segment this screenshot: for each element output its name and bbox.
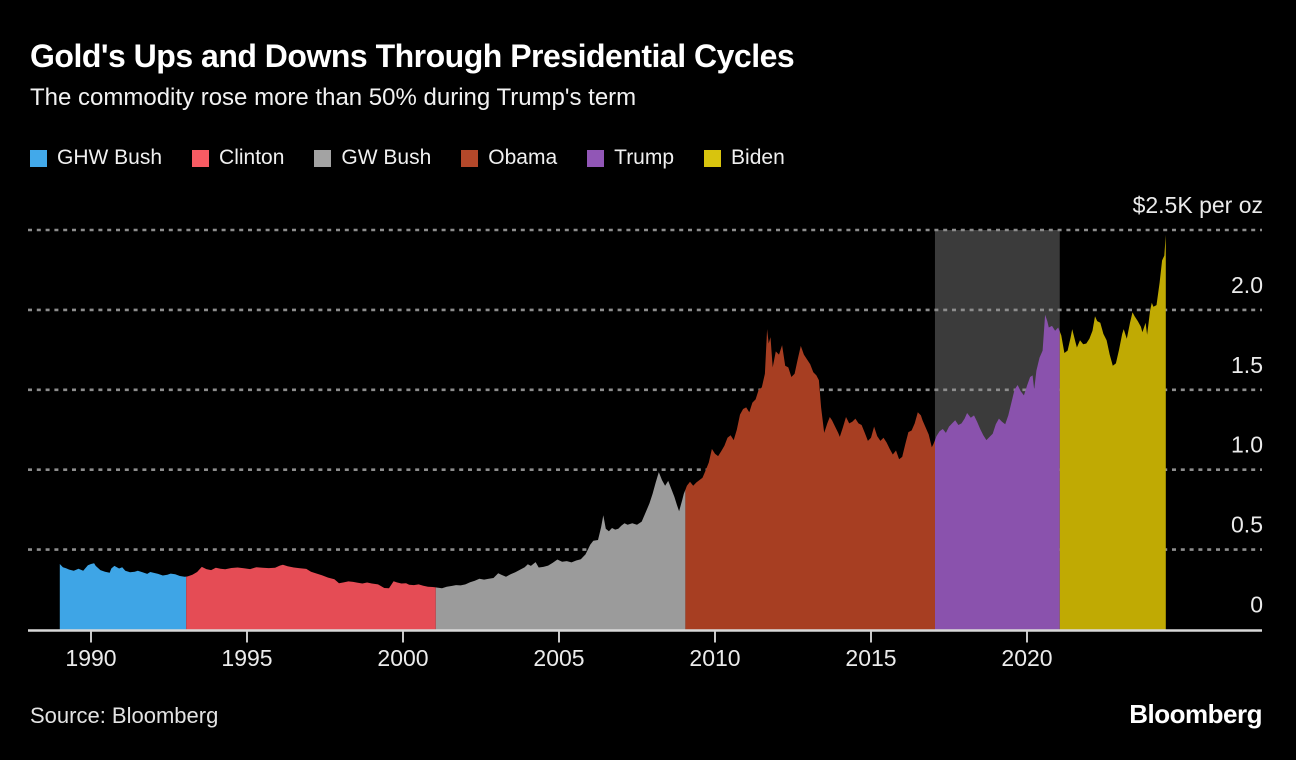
x-axis-label-2015: 2015 xyxy=(845,645,896,671)
area-biden xyxy=(1059,234,1166,630)
legend-item-clinton: Clinton xyxy=(192,146,284,170)
legend-swatch xyxy=(314,149,332,167)
bloomberg-logo: Bloomberg xyxy=(1129,699,1262,729)
legend: GHW Bush Clinton GW Bush Obama Trump Biden xyxy=(30,146,785,170)
legend-label: Biden xyxy=(731,146,785,169)
area-obama xyxy=(685,329,935,630)
legend-swatch xyxy=(461,149,479,167)
y-axis-label-0.5: 0.5 xyxy=(1231,512,1263,538)
legend-swatch xyxy=(587,149,605,167)
x-axis-label-1995: 1995 xyxy=(221,645,272,671)
legend-swatch xyxy=(30,149,47,167)
x-axis-label-1990: 1990 xyxy=(65,645,116,671)
area-ghw-bush xyxy=(59,563,187,630)
y-axis-unit-label: $2.5K per oz xyxy=(1133,192,1263,218)
area-gw-bush xyxy=(435,472,686,630)
x-axis-label-2005: 2005 xyxy=(533,645,584,671)
legend-swatch xyxy=(704,149,722,167)
x-axis-label-2020: 2020 xyxy=(1001,645,1052,671)
chart-title: Gold's Ups and Downs Through Presidentia… xyxy=(30,38,795,74)
y-axis-label-2.0: 2.0 xyxy=(1231,272,1263,298)
legend-item-biden: Biden xyxy=(704,146,785,170)
y-axis-label-1.0: 1.0 xyxy=(1231,432,1263,458)
legend-label: Trump xyxy=(614,146,675,169)
x-axis-label-2000: 2000 xyxy=(377,645,428,671)
legend-label: GW Bush xyxy=(341,146,432,169)
source-text: Source: Bloomberg xyxy=(30,703,219,728)
y-axis-label-1.5: 1.5 xyxy=(1231,352,1263,378)
legend-item-obama: Obama xyxy=(461,146,557,170)
legend-label: GHW Bush xyxy=(57,146,163,169)
legend-item-ghw-bush: GHW Bush xyxy=(30,146,162,170)
legend-item-gw-bush: GW Bush xyxy=(314,146,431,170)
x-axis-label-2010: 2010 xyxy=(689,645,740,671)
legend-label: Obama xyxy=(488,146,558,169)
area-trump xyxy=(935,314,1060,630)
area-clinton xyxy=(186,564,436,630)
legend-label: Clinton xyxy=(219,146,285,169)
legend-item-trump: Trump xyxy=(587,146,674,170)
chart-subtitle: The commodity rose more than 50% during … xyxy=(30,84,637,111)
legend-swatch xyxy=(192,149,210,167)
y-axis-label-0: 0 xyxy=(1250,592,1263,618)
